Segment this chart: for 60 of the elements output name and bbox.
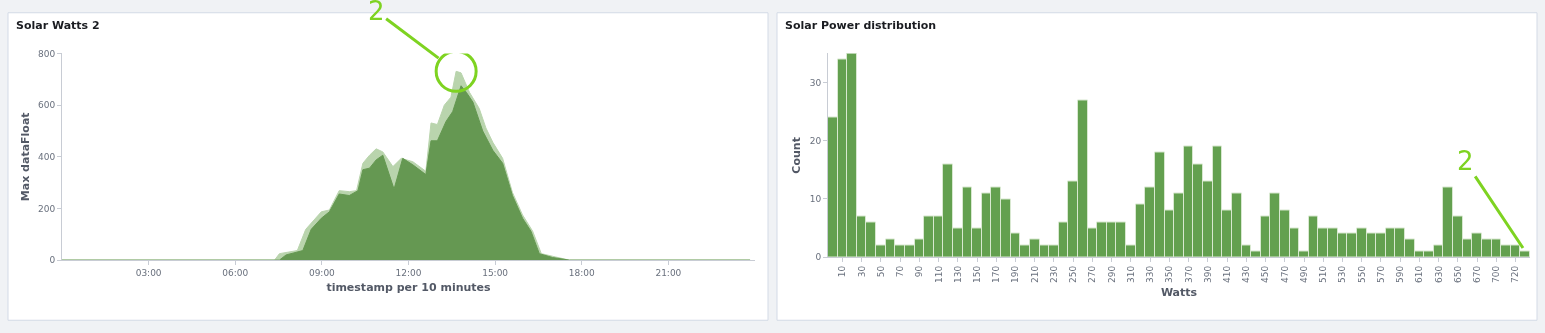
x-tick-label: 10 — [837, 265, 848, 278]
x-tick-label: 50 — [875, 265, 886, 278]
x-tick-label: 06:00 — [222, 267, 249, 278]
y-tick-label: 800 — [38, 48, 56, 59]
x-tick-label: 15:00 — [482, 267, 509, 278]
x-tick-label: 270 — [1087, 265, 1098, 283]
y-tick-label: 30 — [809, 77, 822, 88]
x-tick-label: 30 — [856, 265, 867, 278]
x-axis-title: Watts — [1160, 286, 1198, 300]
y-tick-label: 400 — [38, 151, 56, 162]
x-tick-label: 150 — [971, 265, 982, 283]
chart-title: Solar Power distribution — [785, 19, 937, 32]
x-tick-label: 450 — [1260, 265, 1271, 283]
y-tick-label: 10 — [809, 194, 822, 205]
x-tick-label: 350 — [1164, 265, 1175, 283]
y-tick-label: 0 — [815, 252, 822, 263]
x-tick-label: 370 — [1183, 265, 1194, 283]
x-tick-label: 650 — [1452, 265, 1463, 283]
y-axis-title: Count — [790, 137, 804, 174]
x-tick-label: 700 — [1491, 265, 1502, 283]
x-tick-label: 130 — [952, 265, 963, 283]
x-tick-label: 09:00 — [308, 267, 336, 278]
y-tick-label: 200 — [38, 203, 56, 214]
x-axis-title: timestamp per 10 minutes — [326, 281, 492, 295]
x-tick-label: 390 — [1202, 265, 1213, 283]
x-tick-label: 330 — [1145, 265, 1156, 283]
annotation: 2 — [368, 0, 385, 26]
x-tick-label: 210 — [1029, 265, 1040, 283]
x-tick-label: 670 — [1472, 265, 1483, 283]
x-tick-label: 510 — [1318, 265, 1329, 283]
y-axis-title: Max dataFloat — [18, 112, 32, 202]
x-tick-label: 530 — [1337, 265, 1348, 283]
x-tick-label: 110 — [933, 265, 944, 283]
x-tick-label: 610 — [1414, 265, 1425, 283]
x-tick-label: 18:00 — [568, 267, 595, 278]
y-tick-label: 20 — [809, 135, 822, 146]
annotation: 2 — [1457, 146, 1474, 176]
x-tick-label: 170 — [991, 265, 1002, 283]
x-tick-label: 250 — [1068, 265, 1079, 283]
x-tick-label: 230 — [1048, 265, 1059, 283]
chart-title: Solar Watts 2 — [16, 19, 100, 32]
x-tick-label: 550 — [1356, 265, 1367, 283]
x-tick-label: 190 — [1010, 265, 1021, 283]
y-tick-label: 600 — [38, 100, 56, 111]
y-tick-label: 0 — [49, 255, 56, 266]
x-tick-label: 70 — [895, 265, 906, 278]
x-tick-label: 490 — [1298, 265, 1309, 283]
x-tick-label: 03:00 — [135, 267, 162, 278]
x-tick-label: 430 — [1241, 265, 1252, 283]
x-tick-label: 12:00 — [395, 267, 422, 278]
x-tick-label: 310 — [1125, 265, 1136, 283]
x-tick-label: 570 — [1375, 265, 1386, 283]
x-tick-label: 410 — [1222, 265, 1233, 283]
x-tick-label: 590 — [1395, 265, 1406, 283]
x-tick-label: 470 — [1279, 265, 1290, 283]
x-tick-label: 720 — [1510, 265, 1521, 283]
x-tick-label: 90 — [914, 265, 925, 278]
x-tick-label: 290 — [1106, 265, 1117, 283]
x-tick-label: 630 — [1433, 265, 1444, 283]
x-tick-label: 21:00 — [655, 267, 682, 278]
